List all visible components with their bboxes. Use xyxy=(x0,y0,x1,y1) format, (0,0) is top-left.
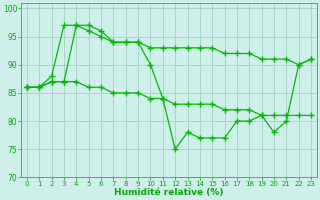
X-axis label: Humidité relative (%): Humidité relative (%) xyxy=(114,188,224,197)
